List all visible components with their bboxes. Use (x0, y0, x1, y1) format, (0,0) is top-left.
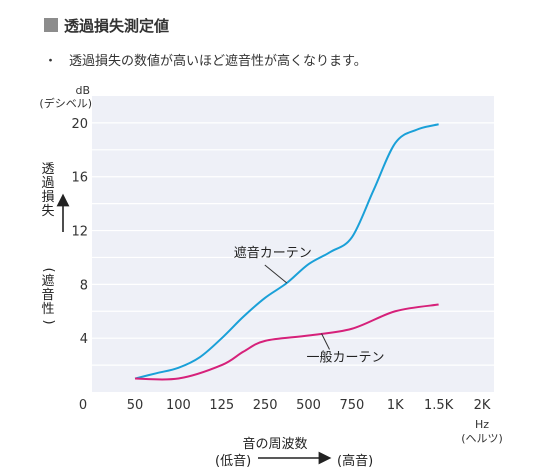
heading-square-marker (44, 18, 58, 32)
y-axis-label-char: 音 (41, 288, 55, 303)
plot-area (92, 96, 494, 392)
x-tick-label: 0 (79, 398, 87, 413)
x-tick-label: 500 (296, 398, 321, 413)
annotation-leader (264, 264, 288, 284)
series-line-0 (134, 123, 439, 380)
heading-text: 透過損失測定値 (64, 16, 170, 35)
series-label: 遮音カーテン (234, 245, 312, 261)
y-tick-label: 16 (71, 171, 88, 186)
x-tick-label: 125 (209, 398, 234, 413)
x-axis-high-label: (高音) (337, 454, 374, 469)
y-tick-label: 12 (71, 225, 88, 240)
x-tick-labels: 0 50 100 125 250 500 750 1K 1.5K 2K (79, 398, 491, 413)
y-tick-label: 20 (71, 117, 88, 132)
y-axis-label-char: 過 (41, 176, 55, 191)
y-axis-label: 透過損失 (遮音性) (40, 163, 56, 327)
y-axis-label-char: 失 (41, 204, 55, 219)
y-tick-label: 8 (80, 278, 88, 293)
y-unit-db: dB (75, 84, 90, 97)
y-tick-label: 4 (80, 332, 88, 347)
y-unit-decibel: (デシベル) (39, 96, 92, 110)
x-tick-label: 1.5K (424, 398, 454, 413)
x-tick-label: 1K (387, 398, 404, 413)
annotation-leader (321, 333, 330, 350)
y-axis-label-char: 透 (41, 162, 55, 177)
series-lines (134, 123, 439, 381)
grid-lines (92, 122, 494, 366)
note-text: 透過損失の数値が高いほど遮音性が高くなります。 (69, 54, 367, 69)
y-axis-label-char: ) (41, 319, 56, 325)
x-unit-hz: Hz (475, 418, 489, 431)
x-tick-label: 250 (253, 398, 278, 413)
x-tick-label: 2K (474, 398, 491, 413)
description-note: ・透過損失の数値が高いほど遮音性が高くなります。 (44, 50, 367, 69)
x-axis-low-label: (低音) (215, 454, 252, 469)
section-heading: 透過損失測定値 (44, 14, 169, 36)
y-axis-label-char: 遮 (41, 274, 55, 289)
bullet-icon: ・ (44, 54, 58, 69)
x-tick-label: 50 (127, 398, 144, 413)
x-unit-hertz: (ヘルツ) (461, 432, 503, 445)
series-label: 一般カーテン (307, 349, 385, 365)
y-tick-labels: 4 8 12 16 20 (71, 117, 88, 347)
series-line-1 (134, 303, 439, 381)
x-axis-title: 音の周波数 (242, 437, 308, 452)
y-axis-label-char: 性 (41, 302, 55, 317)
y-axis-label-char: ( (41, 267, 56, 273)
y-axis-label-char: 損 (41, 190, 55, 205)
x-tick-label: 750 (339, 398, 364, 413)
x-tick-label: 100 (166, 398, 191, 413)
